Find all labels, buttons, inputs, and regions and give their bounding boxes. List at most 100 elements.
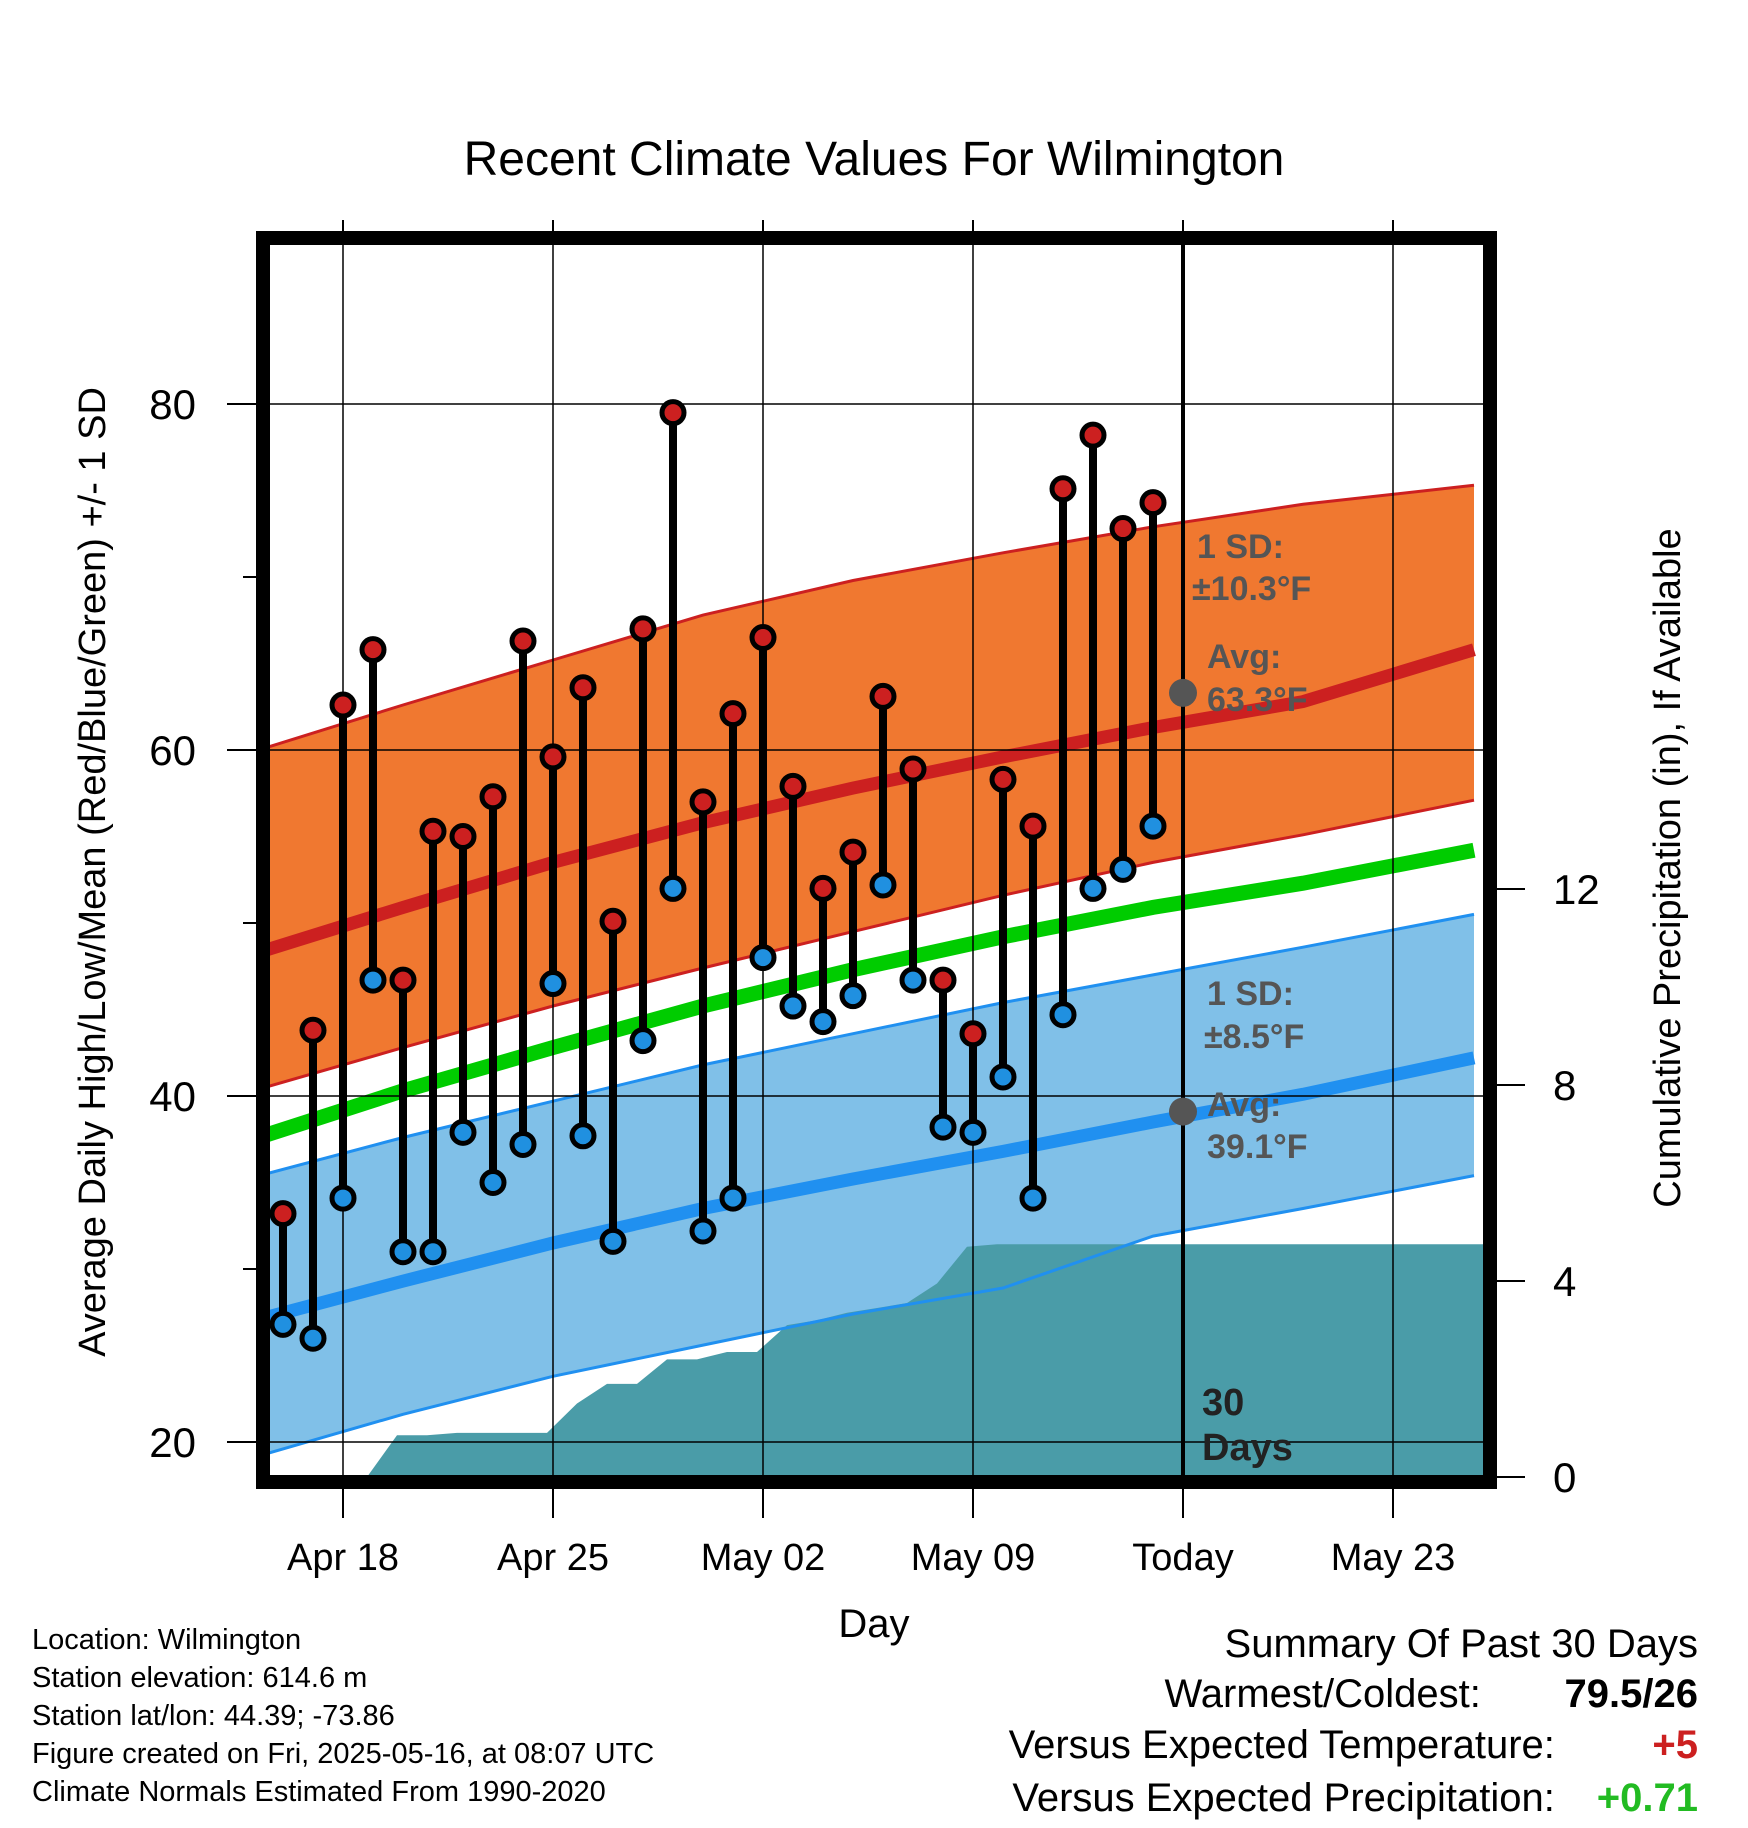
x-tick-label: Apr 18 [287, 1537, 399, 1579]
summary-title-text: Summary Of Past 30 Days [1224, 1622, 1698, 1666]
high-avg-label: Avg: [1207, 638, 1281, 676]
y-tick-label-left: 60 [149, 727, 196, 774]
daily-high-point [689, 788, 717, 816]
daily-low-point [719, 1184, 747, 1212]
daily-high-point [419, 817, 447, 845]
daily-low-point [929, 1113, 957, 1141]
daily-high-point [1139, 489, 1167, 517]
daily-low-point [569, 1122, 597, 1150]
daily-high-point [989, 765, 1017, 793]
daily-high-point [659, 399, 687, 427]
high-avg-line [270, 643, 1476, 956]
summary-temp-row: Versus Expected Temperature: +5 [1009, 1723, 1698, 1768]
daily-high-point [719, 700, 747, 728]
daily-low-point [1079, 874, 1107, 902]
daily-low-point [1139, 812, 1167, 840]
daily-low-point [689, 1217, 717, 1245]
daily-low-point [839, 982, 867, 1010]
plot-area: 1 SD: ±10.3°F Avg: 63.3°F 1 SD: ±8.5°F Avg: 39.… [149, 220, 1600, 1579]
daily-high-point [509, 627, 537, 655]
daily-low-point [989, 1063, 1017, 1091]
daily-high-point [479, 783, 507, 811]
x-tick-label: Today [1132, 1537, 1233, 1579]
info-location: Location: Wilmington [32, 1624, 302, 1656]
daily-low-point [299, 1324, 327, 1352]
daily-high-point [839, 838, 867, 866]
daily-high-point [569, 674, 597, 702]
info-normals: Climate Normals Estimated From 1990-2020 [32, 1776, 606, 1808]
low-sd-lower-line [270, 1174, 1475, 1455]
low-avg-value: 39.1°F [1207, 1128, 1308, 1166]
high-avg-value: 63.3°F [1207, 681, 1308, 719]
y-tick-label-right: 8 [1553, 1062, 1576, 1109]
plot-clip-group [270, 245, 1483, 1475]
high-today-avg-dot [1169, 678, 1197, 707]
daily-high-point [869, 682, 897, 710]
daily-high-point [959, 1020, 987, 1048]
x-axis-label: Day [838, 1602, 909, 1646]
daily-high-point [449, 823, 477, 850]
info-created: Figure created on Fri, 2025-05-16, at 08… [32, 1738, 655, 1770]
daily-low-point [539, 970, 567, 998]
daily-low-point [599, 1227, 627, 1255]
daily-low-point [419, 1238, 447, 1266]
high-sd-value: ±10.3°F [1192, 570, 1311, 608]
daily-high-point [749, 624, 777, 652]
daily-high-point [809, 874, 837, 902]
daily-low-point [1049, 1001, 1077, 1029]
summary-precip-value: +0.71 [1596, 1776, 1698, 1820]
y-axis-label-left: Average Daily High/Low/Mean (Red/Blue/Gr… [72, 387, 114, 1357]
info-block: Location: Wilmington Station elevation: … [32, 1621, 654, 1811]
info-elevation: Station elevation: 614.6 m [32, 1662, 368, 1694]
daily-high-point [359, 636, 387, 664]
low-avg-label: Avg: [1207, 1086, 1281, 1124]
summary-precip-row: Versus Expected Precipitation: +0.71 [1012, 1776, 1698, 1821]
daily-high-point [599, 907, 627, 935]
y-axis-label-right: Cumulative Precipitation (in), If Availa… [1647, 528, 1689, 1207]
info-latlon: Station lat/lon: 44.39; -73.86 [32, 1700, 395, 1732]
summary-warmest-row: Warmest/Coldest: 79.5/26 [1165, 1672, 1699, 1717]
daily-low-point [1019, 1184, 1047, 1212]
low-sd-label: 1 SD: [1207, 975, 1294, 1013]
daily-low-point [749, 944, 777, 972]
x-tick-label: Apr 25 [497, 1537, 609, 1579]
daily-high-point [1079, 421, 1107, 449]
high-sd-upper-line [270, 483, 1475, 748]
daily-high-point [329, 691, 357, 719]
low-avg-line [270, 1051, 1476, 1324]
x-tick-label: May 23 [1331, 1537, 1456, 1579]
daily-high-point [779, 772, 807, 800]
daily-high-point [629, 615, 657, 643]
daily-high-point [1109, 515, 1137, 543]
daily-low-point [479, 1169, 507, 1196]
daily-high-point [1019, 812, 1047, 840]
daily-low-point [809, 1008, 837, 1036]
y-tick-label-left: 80 [149, 381, 196, 428]
low-sd-value: ±8.5°F [1204, 1018, 1304, 1056]
chart-title: Recent Climate Values For Wilmington [464, 133, 1285, 186]
x-tick-label: May 02 [701, 1537, 826, 1579]
x-tick-label: May 09 [911, 1537, 1036, 1579]
daily-low-point [449, 1118, 477, 1146]
y-tick-label-left: 40 [149, 1073, 196, 1120]
daily-low-point [329, 1184, 357, 1212]
daily-high-point [899, 755, 927, 783]
y-tick-label-right: 12 [1553, 866, 1600, 913]
summary-warmest-label: Warmest/Coldest: [1164, 1672, 1481, 1716]
low-today-avg-dot [1169, 1097, 1197, 1126]
summary-title: Summary Of Past 30 Days [1225, 1622, 1698, 1667]
daily-low-point [1109, 855, 1137, 883]
y-tick-label-right: 0 [1553, 1454, 1576, 1501]
plot-frame [256, 231, 1497, 1489]
summary-temp-label: Versus Expected Temperature: [1008, 1723, 1555, 1767]
daily-high-point [269, 1200, 297, 1228]
low-sd-band [270, 914, 1474, 1453]
daily-low-point [389, 1238, 417, 1266]
y-tick-label-right: 4 [1553, 1258, 1576, 1305]
daily-low-point [359, 966, 387, 994]
summary-precip-label: Versus Expected Precipitation: [1012, 1776, 1555, 1820]
daily-high-point [299, 1016, 327, 1044]
daily-low-point [509, 1130, 537, 1158]
daily-low-point [899, 966, 927, 994]
